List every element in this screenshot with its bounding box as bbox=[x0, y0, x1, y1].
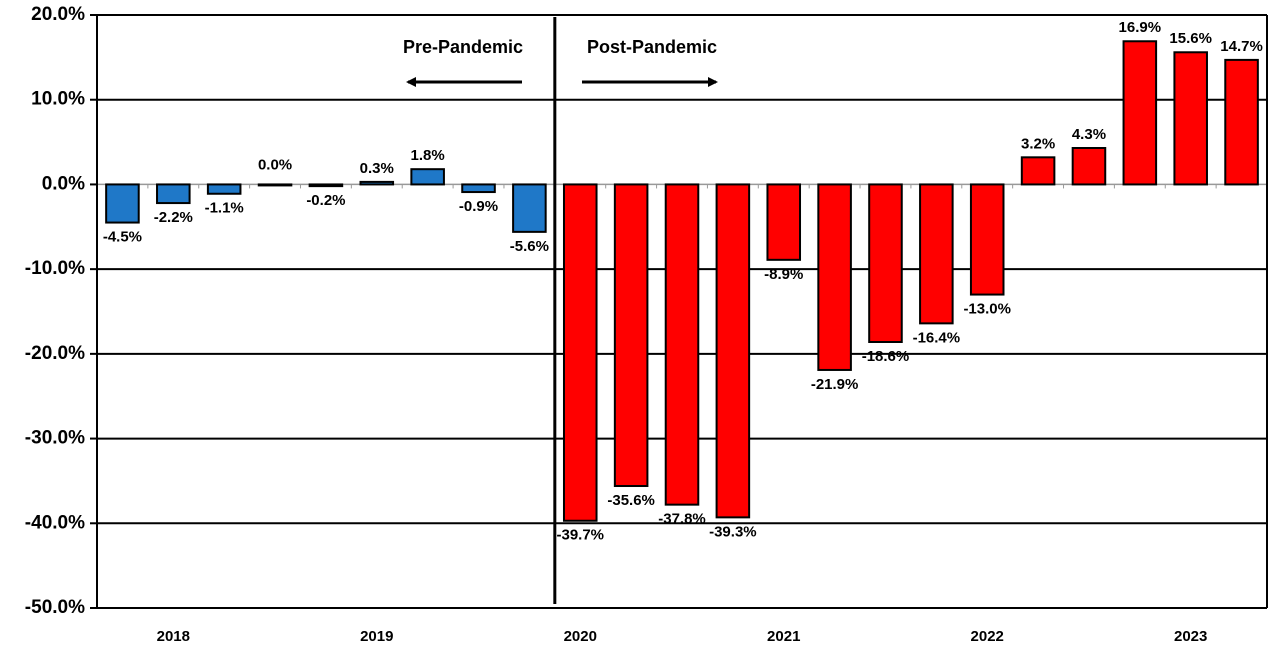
value-label: 14.7% bbox=[1220, 38, 1263, 55]
value-label: -37.8% bbox=[658, 511, 706, 528]
bar bbox=[1173, 51, 1208, 186]
y-tick-label: 20.0% bbox=[31, 4, 85, 25]
value-label: -4.5% bbox=[103, 229, 142, 246]
bar bbox=[206, 183, 242, 195]
bar bbox=[359, 180, 395, 186]
bar bbox=[461, 183, 496, 194]
bar bbox=[1071, 147, 1107, 186]
x-tick-label: 2020 bbox=[564, 628, 597, 645]
y-tick-label: 0.0% bbox=[42, 173, 85, 194]
value-label: -2.2% bbox=[154, 209, 193, 226]
value-label: -13.0% bbox=[963, 301, 1011, 318]
bar bbox=[766, 183, 802, 261]
value-label: 0.0% bbox=[258, 156, 292, 173]
bar bbox=[919, 183, 954, 325]
bar bbox=[868, 183, 903, 343]
x-tick-label: 2018 bbox=[157, 628, 190, 645]
bar bbox=[308, 183, 344, 188]
y-tick-label: -40.0% bbox=[25, 512, 85, 533]
value-label: -8.9% bbox=[764, 266, 803, 283]
x-tick-label: 2021 bbox=[767, 628, 800, 645]
value-label: -1.1% bbox=[205, 200, 244, 217]
x-tick-label: 2019 bbox=[360, 628, 393, 645]
value-label: 16.9% bbox=[1119, 19, 1162, 36]
bar bbox=[1224, 58, 1259, 186]
y-tick-label: -10.0% bbox=[25, 258, 85, 279]
y-tick-label: 10.0% bbox=[31, 89, 85, 110]
bar bbox=[562, 183, 598, 522]
value-label: 4.3% bbox=[1072, 126, 1106, 143]
bar bbox=[105, 183, 140, 224]
value-label: 0.3% bbox=[360, 160, 394, 177]
bar bbox=[257, 183, 293, 187]
value-label: -18.6% bbox=[862, 348, 910, 365]
bar bbox=[410, 168, 445, 186]
value-label: 3.2% bbox=[1021, 135, 1055, 152]
value-label: -5.6% bbox=[510, 238, 549, 255]
value-label: -35.6% bbox=[607, 492, 655, 509]
bar bbox=[817, 183, 852, 371]
bar bbox=[1020, 156, 1056, 186]
x-tick-label: 2022 bbox=[971, 628, 1004, 645]
value-label: -39.7% bbox=[556, 527, 604, 544]
value-label: -16.4% bbox=[913, 329, 961, 346]
bar bbox=[664, 183, 700, 506]
value-label: -21.9% bbox=[811, 376, 859, 393]
bar bbox=[715, 183, 751, 519]
bar bbox=[613, 183, 649, 488]
value-label: 1.8% bbox=[411, 147, 445, 164]
annotation: Pre-Pandemic bbox=[403, 37, 523, 57]
annotation: Post-Pandemic bbox=[587, 37, 717, 57]
value-label: -0.9% bbox=[459, 198, 498, 215]
y-tick-label: -30.0% bbox=[25, 428, 85, 449]
value-label: -0.2% bbox=[306, 192, 345, 209]
bar bbox=[969, 183, 1005, 296]
bar bbox=[512, 183, 547, 233]
bar bbox=[1122, 40, 1158, 186]
x-tick-label: 2023 bbox=[1174, 628, 1207, 645]
y-tick-label: -20.0% bbox=[25, 343, 85, 364]
y-tick-label: -50.0% bbox=[25, 597, 85, 618]
value-label: 15.6% bbox=[1169, 30, 1212, 47]
value-label: -39.3% bbox=[709, 523, 757, 540]
bar bbox=[156, 183, 191, 205]
